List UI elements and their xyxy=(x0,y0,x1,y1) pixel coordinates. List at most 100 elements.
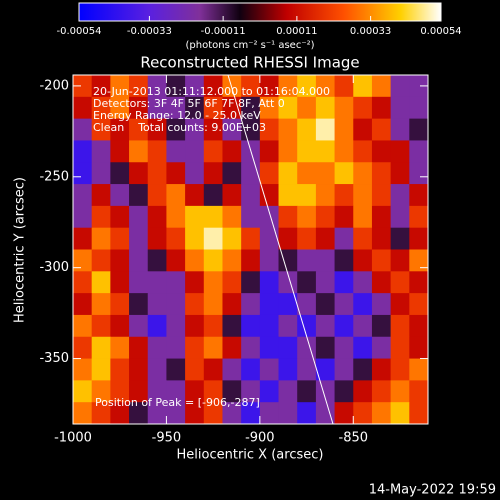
y-axis-label: Heliocentric Y (arcsec) xyxy=(13,177,28,323)
heatmap-cell xyxy=(166,358,186,381)
heatmap-cell xyxy=(166,271,186,294)
heatmap-cell xyxy=(371,402,392,425)
heatmap-cell xyxy=(353,162,373,185)
heatmap-cell xyxy=(259,96,279,120)
heatmap-cell xyxy=(222,140,242,163)
heatmap-cell xyxy=(222,402,242,425)
colorbar-tick-label: -0.00011 xyxy=(201,26,246,37)
heatmap-cell xyxy=(390,358,410,381)
heatmap-cell xyxy=(409,402,429,425)
heatmap-cell xyxy=(334,96,354,120)
heatmap-cell xyxy=(110,271,130,294)
heatmap-cell xyxy=(185,336,205,359)
heatmap-cell xyxy=(353,380,373,403)
heatmap-cell xyxy=(241,205,261,229)
heatmap-cell xyxy=(110,380,130,403)
heatmap-cell xyxy=(334,227,354,250)
heatmap-cell xyxy=(259,227,279,250)
heatmap-cell xyxy=(390,75,410,98)
colorbar-label: (photons cm⁻² s⁻¹ asec⁻²) xyxy=(185,40,314,51)
heatmap-cell xyxy=(297,162,317,185)
heatmap-cell xyxy=(353,314,373,338)
heatmap-cell xyxy=(73,162,93,185)
heatmap-cell xyxy=(390,118,410,141)
heatmap-cell xyxy=(222,205,242,229)
heatmap-cell xyxy=(185,358,205,381)
heatmap-cell xyxy=(259,402,279,425)
heatmap-cell xyxy=(390,184,410,207)
heatmap-cell xyxy=(278,314,298,338)
heatmap-cell xyxy=(91,249,111,272)
heatmap-cell xyxy=(203,162,223,185)
heatmap-cell xyxy=(297,293,317,316)
heatmap-cell xyxy=(203,271,223,294)
heatmap-cell xyxy=(147,75,167,98)
heatmap-cell xyxy=(203,336,223,359)
heatmap-cell xyxy=(371,271,392,294)
heatmap-cell xyxy=(297,358,317,381)
heatmap-cell xyxy=(110,249,130,272)
heatmap-cell xyxy=(203,205,223,229)
heatmap-cell xyxy=(73,140,93,163)
heatmap-cell xyxy=(390,140,410,163)
heatmap-cell xyxy=(353,96,373,120)
heatmap-cell xyxy=(222,118,242,141)
heatmap-cell xyxy=(353,205,373,229)
heatmap-cell xyxy=(73,314,93,338)
heatmap-cell xyxy=(278,75,298,98)
heatmap-cell xyxy=(185,227,205,250)
heatmap-cell xyxy=(129,96,149,120)
heatmap-cell xyxy=(334,205,354,229)
heatmap-cell xyxy=(353,75,373,98)
heatmap-cell xyxy=(110,162,130,185)
colorbar-frame xyxy=(78,2,442,22)
heatmap-cell xyxy=(166,184,186,207)
heatmap-cell xyxy=(259,271,279,294)
heatmap-cell xyxy=(353,140,373,163)
heatmap-cell xyxy=(91,358,111,381)
heatmap-cell xyxy=(147,205,167,229)
heatmap-cell xyxy=(110,314,130,338)
heatmap-cell xyxy=(278,358,298,381)
heatmap-cell xyxy=(166,205,186,229)
y-tick-label: -250 xyxy=(39,169,69,184)
heatmap-cell xyxy=(259,380,279,403)
heatmap-cell xyxy=(185,184,205,207)
heatmap-cell xyxy=(203,402,223,425)
heatmap-cell xyxy=(409,271,429,294)
heatmap-cell xyxy=(278,293,298,316)
heatmap-cell xyxy=(185,380,205,403)
heatmap-cell xyxy=(371,358,392,381)
colorbar-tick-label: -0.00054 xyxy=(57,26,102,37)
heatmap-cell xyxy=(110,336,130,359)
heatmap-cell xyxy=(259,118,279,141)
plot-frame xyxy=(72,74,429,425)
heatmap-cell xyxy=(222,162,242,185)
heatmap-cell xyxy=(278,184,298,207)
heatmap-cell xyxy=(353,293,373,316)
heatmap-cell xyxy=(409,205,429,229)
heatmap-cell xyxy=(91,380,111,403)
heatmap-cell xyxy=(353,402,373,425)
heatmap-cell xyxy=(390,162,410,185)
heatmap-cell xyxy=(315,249,335,272)
heatmap-cell xyxy=(91,140,111,163)
chart-title: Reconstructed RHESSI Image xyxy=(140,54,359,72)
heatmap-cell xyxy=(129,358,149,381)
heatmap-cell xyxy=(278,227,298,250)
heatmap-cell xyxy=(371,336,392,359)
heatmap-cell xyxy=(110,118,130,141)
heatmap-cell xyxy=(409,162,429,185)
heatmap-cell xyxy=(91,227,111,250)
heatmap-cell xyxy=(203,358,223,381)
heatmap-cell xyxy=(334,271,354,294)
heatmap-cell xyxy=(315,118,335,141)
heatmap-cell xyxy=(241,293,261,316)
heatmap-cell xyxy=(91,271,111,294)
heatmap-cell xyxy=(91,184,111,207)
heatmap-cell xyxy=(241,336,261,359)
heatmap-cell xyxy=(334,402,354,425)
heatmap-cell xyxy=(73,75,93,98)
heatmap-cell xyxy=(166,314,186,338)
heatmap-cell xyxy=(371,184,392,207)
